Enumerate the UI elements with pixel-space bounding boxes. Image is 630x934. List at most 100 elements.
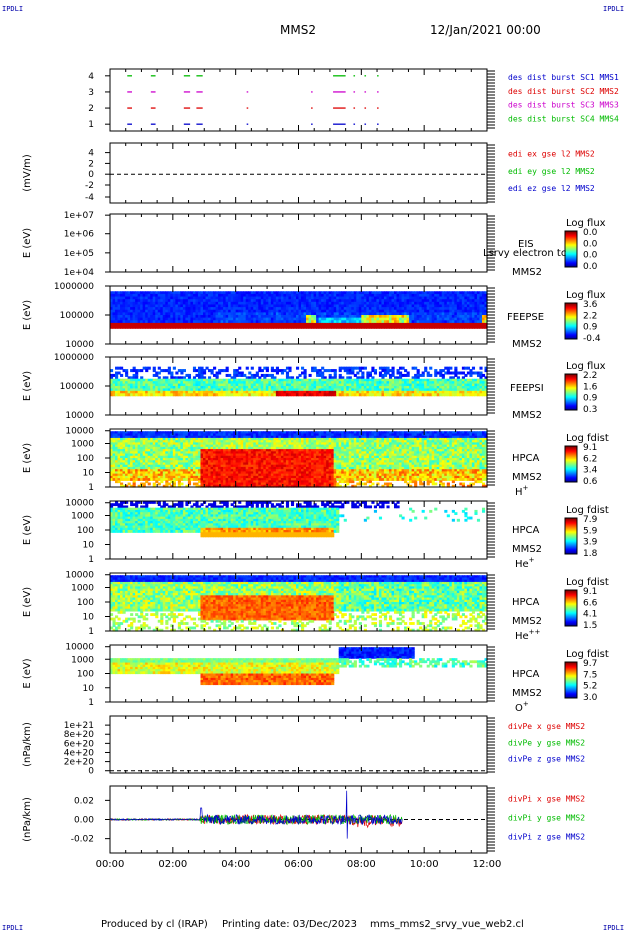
spectrogram-cell <box>263 296 267 300</box>
spectrogram-cell <box>404 293 408 298</box>
spectrogram-cell <box>275 301 279 306</box>
spectrogram-cell <box>248 317 252 321</box>
spectrogram-cell <box>172 315 176 319</box>
spectrogram-cell <box>381 315 385 319</box>
spectrogram-cell <box>205 291 209 295</box>
spectrogram-cell <box>391 312 395 316</box>
spectrogram-cell <box>404 315 408 319</box>
spectrogram-cell <box>270 307 274 311</box>
spectrogram-cell <box>125 317 129 321</box>
spectrogram-cell <box>120 320 124 324</box>
spectrogram-cell <box>391 315 395 319</box>
y-tick-label: 2 <box>88 159 94 169</box>
colorbar-segment <box>565 237 577 239</box>
spectrogram-cell <box>172 366 176 370</box>
spectrogram-cell <box>303 291 307 295</box>
spectrogram-cell <box>363 320 367 324</box>
spectrogram-cell <box>172 299 176 303</box>
spectrogram-cell <box>200 293 204 298</box>
spectrogram-cell <box>386 293 390 298</box>
colorbar-segment <box>565 241 577 243</box>
spectrogram-cell <box>185 307 189 311</box>
spectrogram-cell <box>265 320 269 324</box>
spectrogram-cell <box>316 309 320 313</box>
spectrogram-cell <box>112 309 116 313</box>
spectrogram-cell <box>348 304 352 308</box>
spectrogram-cell <box>376 299 380 303</box>
spectrogram-cell <box>306 304 310 308</box>
spectrogram-cell <box>331 322 335 327</box>
spectrogram-cell <box>147 304 151 308</box>
spectrogram-cell <box>388 320 393 324</box>
spectrogram-cell <box>233 317 237 321</box>
spectrogram-cell <box>260 291 264 295</box>
spectrogram-cell <box>306 309 310 313</box>
spectrogram-cell <box>225 320 229 324</box>
spectrogram-cell <box>278 322 282 327</box>
spectrogram-cell <box>192 301 197 306</box>
spectrogram-cell <box>180 482 184 486</box>
spectrogram-cell <box>205 301 209 306</box>
spectrogram-cell <box>268 307 272 311</box>
spectrogram-cell <box>401 304 405 308</box>
spectrogram-cell <box>238 320 242 324</box>
spectrogram-cell <box>255 304 259 308</box>
spectrogram-cell <box>150 312 154 316</box>
spectrogram-cell <box>195 317 199 321</box>
legend-entry: des dist burst SC4 MMS4 <box>508 114 619 123</box>
spectrogram-cell <box>265 293 269 298</box>
spectrogram-cell <box>240 307 244 311</box>
spectrogram-cell <box>110 301 114 306</box>
spectrogram-cell <box>230 301 234 306</box>
spectrogram-cell <box>125 304 129 308</box>
spectrogram-cell <box>112 291 116 295</box>
spectrogram-cell <box>358 301 362 306</box>
spectrogram-cell <box>321 301 325 306</box>
spectrogram-cell <box>363 325 367 329</box>
spectrogram-cell <box>165 312 169 316</box>
spectrogram-cell <box>167 299 171 303</box>
spectrogram-cell <box>326 304 330 308</box>
colorbar-segment <box>565 239 577 241</box>
spectrogram-cell <box>338 293 342 298</box>
spectrogram-cell <box>273 315 277 319</box>
spectrogram-cell <box>197 312 202 316</box>
spectrogram-cell <box>361 291 365 295</box>
spectrogram-cell <box>233 312 237 316</box>
spectrogram-cell <box>449 366 453 370</box>
spectrogram-cell <box>120 373 124 377</box>
spectrogram-cell <box>165 291 169 295</box>
spectrogram-cell <box>162 309 166 313</box>
spectrogram-cell <box>306 299 310 303</box>
spectrogram-cell <box>248 325 252 329</box>
spectrogram-cell <box>235 325 239 329</box>
spectrogram-cell <box>115 307 119 311</box>
spectrogram-cell <box>127 315 131 319</box>
spectrogram-cell <box>399 317 403 321</box>
spectrogram-cell <box>215 293 219 298</box>
spectrogram-cell <box>137 309 141 313</box>
spectrogram-cell <box>238 291 242 295</box>
spectrogram-cell <box>145 293 149 298</box>
spectrogram-cell <box>368 312 372 316</box>
spectrogram-cell <box>228 322 232 327</box>
corner-label-bottom-left: IPDLI <box>2 924 24 932</box>
spectrogram-cell <box>117 299 121 303</box>
spectrogram-cell <box>366 320 370 324</box>
spectrogram-cell <box>170 299 174 303</box>
spectrogram-cell <box>313 317 317 321</box>
spectrogram-cell <box>290 315 295 319</box>
spectrogram-cell <box>328 304 332 308</box>
spectrogram-cell <box>288 312 292 316</box>
spectrogram-cell <box>155 293 159 298</box>
spectrogram-cell <box>155 301 159 306</box>
colorbar-segment <box>565 257 577 259</box>
spectrogram-cell <box>182 296 186 300</box>
instrument-label: MMS2 <box>512 339 542 350</box>
spectrogram-cell <box>333 296 337 300</box>
spectrogram-cell <box>117 291 121 295</box>
spectrogram-cell <box>343 322 347 327</box>
colorbar-title: Log flux <box>566 218 606 229</box>
spectrogram-cell <box>331 312 335 316</box>
